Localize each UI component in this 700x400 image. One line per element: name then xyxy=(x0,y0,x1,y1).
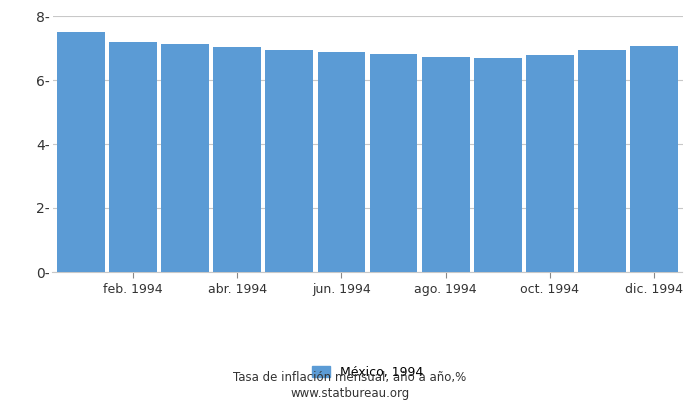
Bar xyxy=(318,52,365,272)
Bar xyxy=(161,44,209,272)
Legend: México, 1994: México, 1994 xyxy=(307,360,428,384)
Bar xyxy=(370,54,417,272)
Bar xyxy=(57,32,105,272)
Bar xyxy=(526,55,574,272)
Bar xyxy=(214,47,261,272)
Text: Tasa de inflación mensual, año a año,%: Tasa de inflación mensual, año a año,% xyxy=(233,372,467,384)
Bar xyxy=(421,57,470,272)
Text: www.statbureau.org: www.statbureau.org xyxy=(290,388,410,400)
Bar xyxy=(578,50,626,272)
Bar xyxy=(265,50,314,272)
Bar xyxy=(474,58,522,272)
Bar xyxy=(109,42,158,272)
Bar xyxy=(630,46,678,272)
